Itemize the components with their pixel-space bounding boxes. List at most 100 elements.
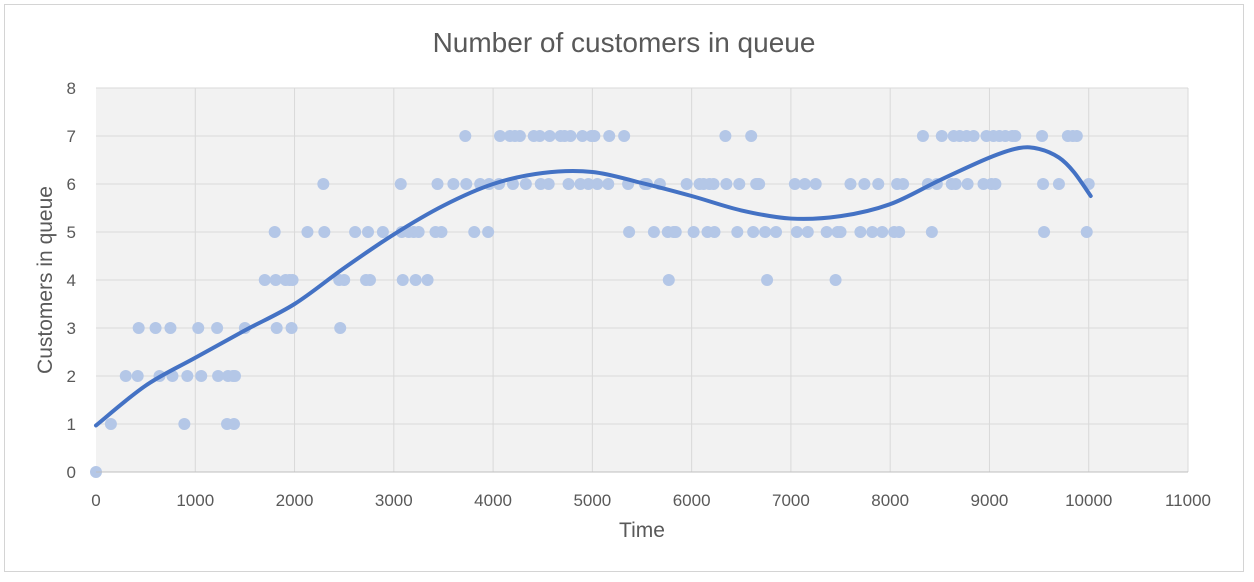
x-tick-label: 8000 [871, 491, 909, 510]
data-point [745, 130, 758, 142]
x-tick-label: 1000 [176, 491, 214, 510]
data-point [533, 130, 546, 142]
data-point [925, 226, 938, 238]
data-point [866, 226, 879, 238]
data-point [602, 178, 615, 190]
data-point [192, 322, 205, 334]
data-point [1037, 178, 1050, 190]
data-point [212, 370, 225, 382]
data-point [301, 226, 314, 238]
data-point [798, 178, 811, 190]
x-tick-label: 6000 [673, 491, 711, 510]
data-point [396, 274, 409, 286]
y-tick-labels: 0 1 2 3 4 5 6 7 8 [67, 79, 76, 482]
data-point [733, 178, 746, 190]
data-point [562, 178, 575, 190]
data-point [564, 130, 577, 142]
gridlines [96, 87, 1189, 472]
data-point [588, 130, 601, 142]
data-point [844, 178, 857, 190]
data-point [376, 226, 389, 238]
x-tick-label: 2000 [276, 491, 314, 510]
data-point [801, 226, 814, 238]
x-tick-label: 3000 [375, 491, 413, 510]
data-point [227, 418, 240, 430]
data-point [753, 178, 766, 190]
data-point [542, 178, 555, 190]
y-axis-label: Customers in queue [34, 186, 57, 374]
data-point [647, 226, 660, 238]
data-point [338, 274, 351, 286]
data-point [576, 130, 589, 142]
data-point [790, 226, 803, 238]
x-axis-label: Time [619, 519, 665, 542]
data-point [269, 274, 282, 286]
data-point [421, 274, 434, 286]
y-tick-label: 3 [67, 319, 76, 338]
data-point [809, 178, 822, 190]
data-point [431, 178, 444, 190]
data-point [363, 274, 376, 286]
data-point [770, 226, 783, 238]
data-point [1009, 130, 1022, 142]
data-point [164, 322, 177, 334]
data-point [460, 178, 473, 190]
data-point [211, 322, 224, 334]
data-point [708, 226, 721, 238]
data-point [1070, 130, 1083, 142]
data-point [482, 226, 495, 238]
data-point [961, 178, 974, 190]
x-tick-label: 11000 [1165, 491, 1211, 510]
y-tick-label: 6 [67, 175, 76, 194]
data-point [286, 274, 299, 286]
data-point [591, 178, 604, 190]
data-point [759, 226, 772, 238]
data-point [1080, 226, 1093, 238]
data-point [829, 274, 842, 286]
data-point [897, 178, 910, 190]
data-point [1036, 130, 1049, 142]
data-point [513, 130, 526, 142]
data-point [834, 226, 847, 238]
data-point [707, 178, 720, 190]
data-point [858, 178, 871, 190]
data-point [893, 226, 906, 238]
data-point [228, 370, 241, 382]
x-tick-labels: 0 1000 2000 3000 4000 5000 6000 7000 8000 9000 100… [91, 491, 1211, 510]
data-point [603, 130, 616, 142]
data-point [104, 418, 117, 430]
data-point [362, 226, 375, 238]
data-point [435, 226, 448, 238]
data-point [680, 178, 693, 190]
data-point [989, 178, 1002, 190]
y-tick-label: 7 [67, 127, 76, 146]
y-tick-label: 2 [67, 367, 76, 386]
data-point [949, 178, 962, 190]
data-point [1052, 178, 1065, 190]
data-point [394, 178, 407, 190]
y-tick-label: 4 [67, 271, 76, 290]
data-point [519, 178, 532, 190]
data-point [669, 226, 682, 238]
data-point [412, 226, 425, 238]
data-point [662, 274, 675, 286]
data-point [258, 274, 271, 286]
data-point [268, 226, 281, 238]
data-point [623, 226, 636, 238]
data-point [318, 226, 331, 238]
data-point [409, 274, 422, 286]
data-point [582, 178, 595, 190]
data-point [876, 226, 889, 238]
data-point [935, 130, 948, 142]
data-point [334, 322, 347, 334]
x-tick-label: 5000 [573, 491, 611, 510]
x-tick-label: 4000 [474, 491, 512, 510]
data-point [731, 226, 744, 238]
data-point [149, 322, 162, 334]
chart-title: Number of customers in queue [433, 27, 816, 58]
data-point [494, 130, 507, 142]
data-point [181, 370, 194, 382]
data-point [131, 370, 144, 382]
data-point [447, 178, 460, 190]
